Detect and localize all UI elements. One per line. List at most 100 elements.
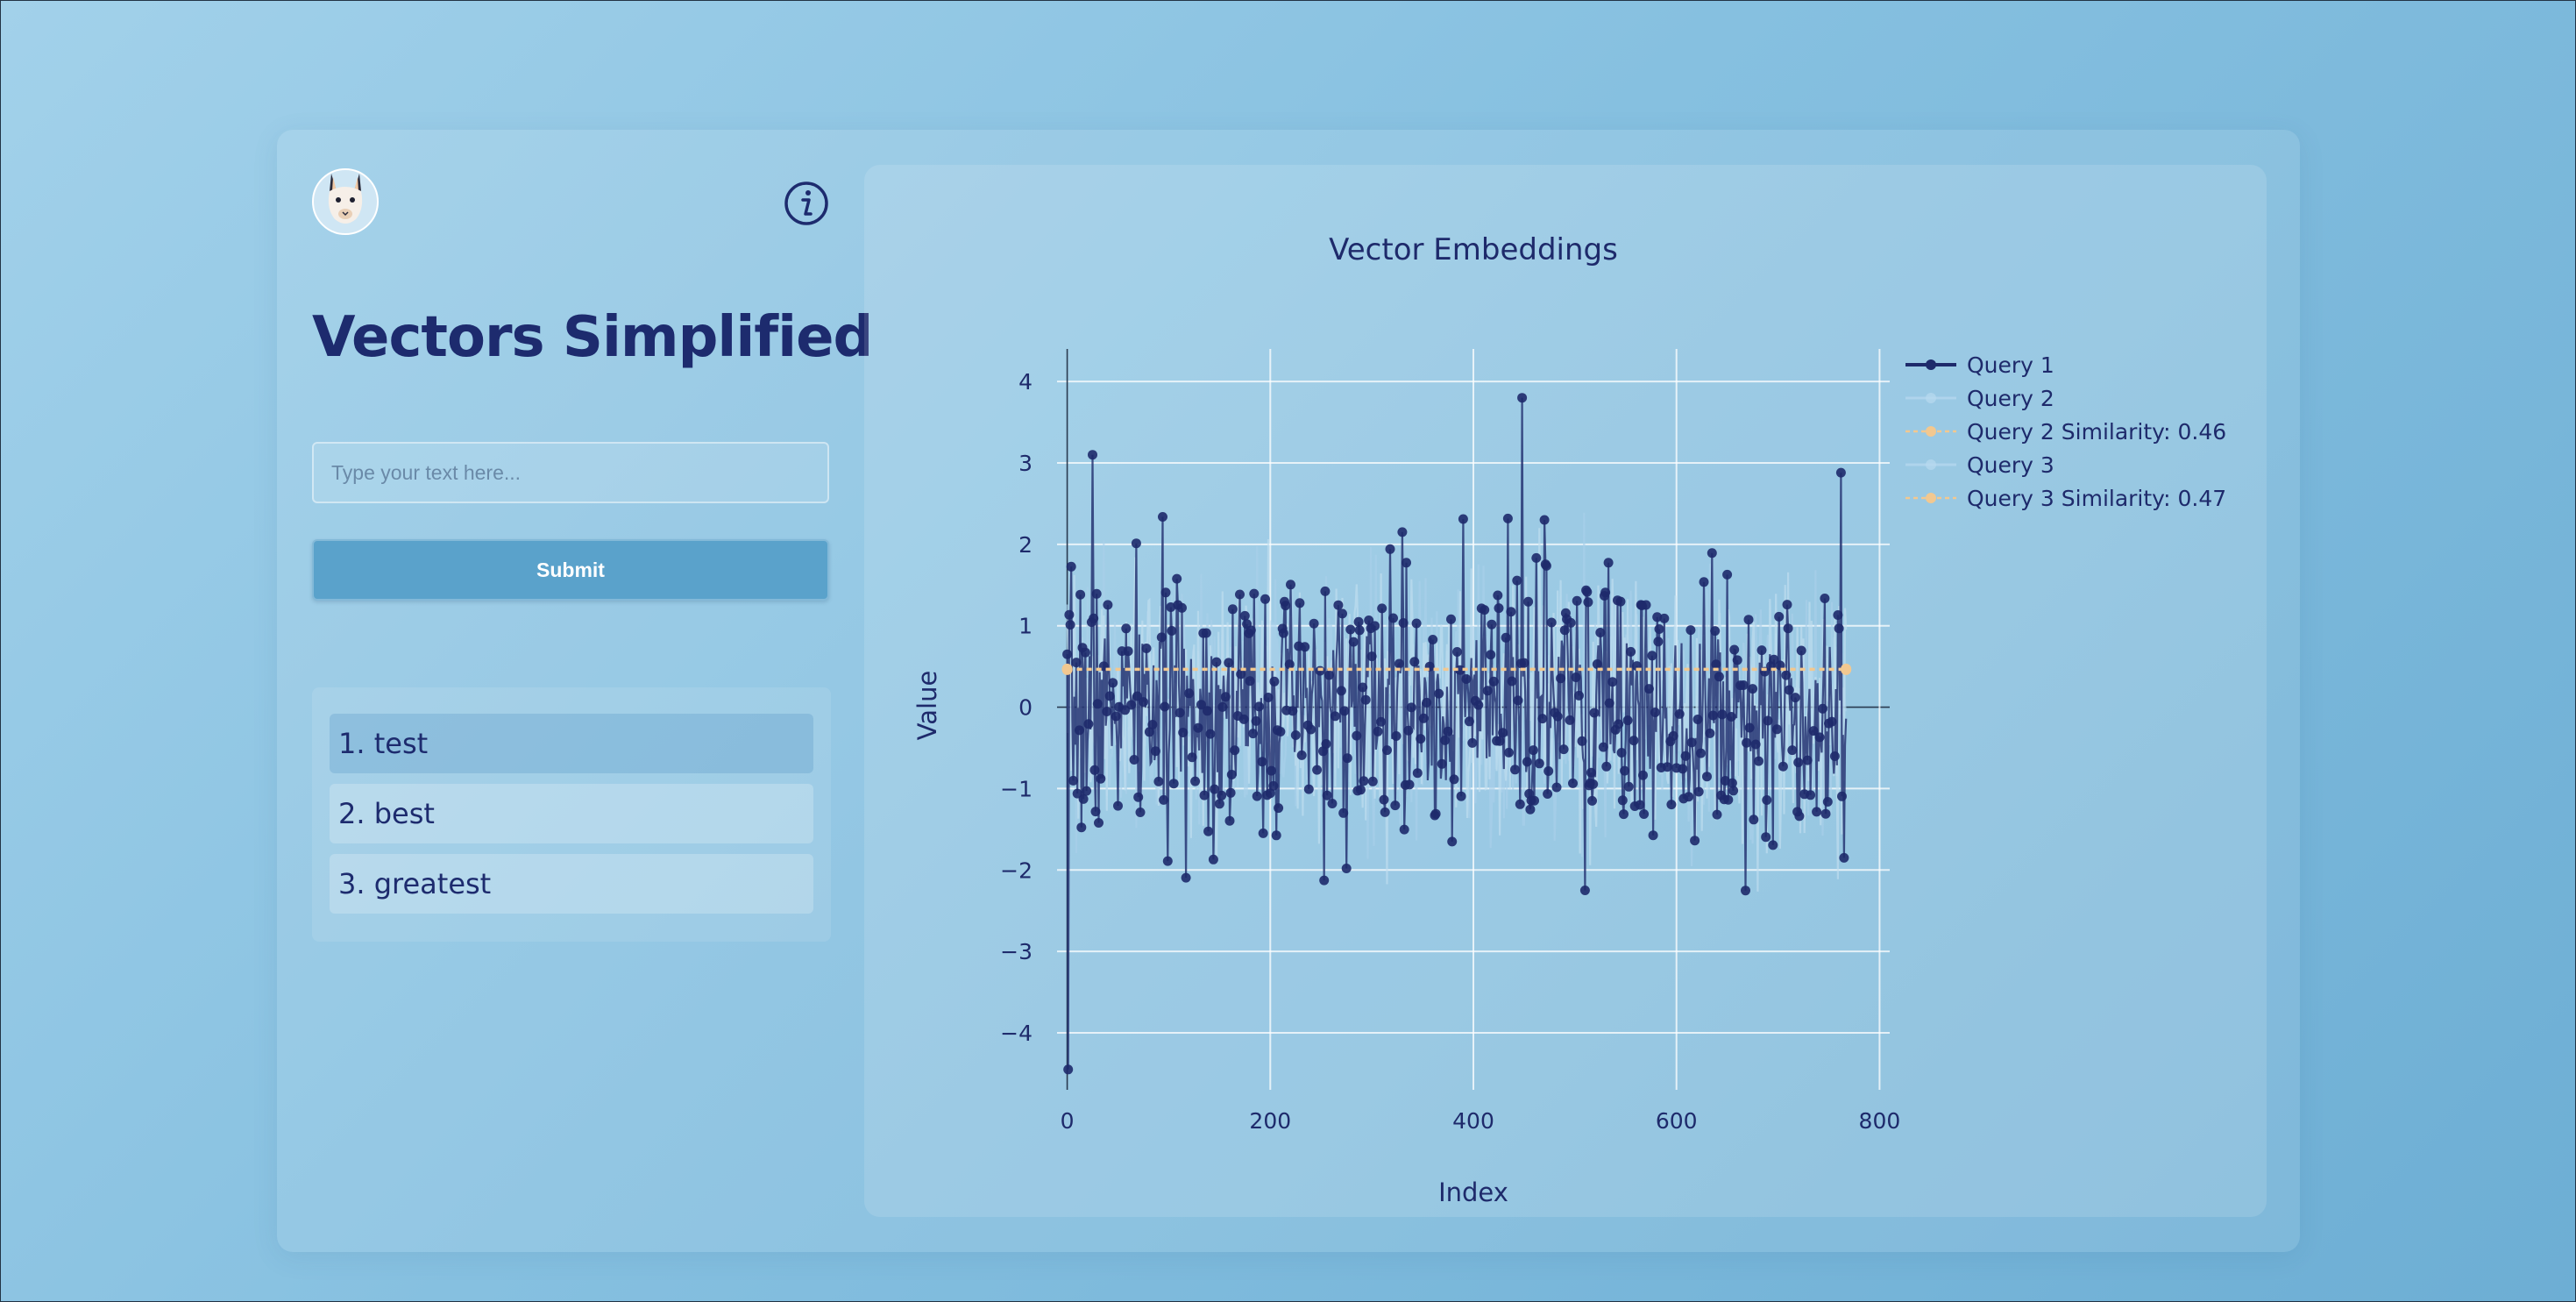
- query-1-point: [1678, 764, 1688, 774]
- query-1-point: [1333, 600, 1344, 610]
- query-1-point: [1488, 676, 1499, 687]
- query-1-point: [1616, 748, 1627, 758]
- query-1-point: [1370, 621, 1380, 631]
- query-1-point: [1775, 660, 1785, 671]
- query-1-point: [1822, 797, 1833, 807]
- legend-item[interactable]: Query 3: [1905, 452, 2054, 478]
- query-1-point: [1722, 569, 1733, 580]
- query-1-point: [1543, 766, 1554, 776]
- query-1-point: [1177, 602, 1187, 613]
- query-1-point: [1271, 830, 1281, 841]
- query-1-point: [1141, 644, 1152, 653]
- info-icon[interactable]: [784, 181, 829, 226]
- query-1-point: [1096, 773, 1106, 784]
- query-1-point: [1172, 573, 1182, 584]
- submit-button[interactable]: Submit: [312, 539, 829, 601]
- query-1-point: [1456, 791, 1466, 801]
- query-1-point: [1254, 701, 1264, 712]
- query-1-point: [1236, 669, 1246, 679]
- query-1-point: [1063, 1064, 1074, 1075]
- query-1-point: [1409, 657, 1420, 667]
- query-1-point: [1440, 735, 1451, 745]
- query-1-point: [1066, 561, 1076, 572]
- legend-item[interactable]: Query 1: [1905, 352, 2054, 378]
- query-1-point: [1626, 646, 1636, 657]
- query-1-point: [1288, 706, 1298, 716]
- query-1-point: [1455, 665, 1465, 675]
- query-1-point: [1434, 688, 1444, 699]
- query-1-point: [1728, 786, 1739, 796]
- query-1-point: [1762, 795, 1772, 805]
- query-1-point: [1796, 645, 1806, 656]
- query-1-point: [1397, 527, 1408, 537]
- query-1-point: [1224, 815, 1235, 826]
- query-1-point: [1227, 604, 1238, 615]
- query-1-point: [1748, 684, 1758, 694]
- query-1-point: [1638, 770, 1648, 780]
- legend-label: Query 3 Similarity: 0.47: [1967, 486, 2226, 511]
- query-1-point: [1583, 597, 1593, 608]
- query-1-point: [1726, 712, 1736, 722]
- query-1-point: [1829, 751, 1840, 761]
- query-1-point: [1662, 762, 1672, 772]
- query-1-point: [1160, 701, 1170, 712]
- legend-item[interactable]: Query 3 Similarity: 0.47: [1905, 486, 2226, 511]
- query-1-point: [1230, 745, 1240, 756]
- query-1-point: [1437, 758, 1447, 769]
- query-1-point: [1131, 538, 1141, 549]
- legend-label: Query 2: [1967, 386, 2054, 411]
- query-1-point: [1355, 785, 1366, 795]
- query-1-point: [1712, 809, 1722, 820]
- query-1-point: [1324, 670, 1334, 680]
- query-1-point: [1592, 659, 1602, 669]
- query-1-point: [1258, 828, 1268, 838]
- query-1-point: [1507, 676, 1517, 687]
- query-item-1[interactable]: 1. test: [330, 714, 813, 773]
- query-1-point: [1615, 596, 1626, 607]
- query-item-3[interactable]: 3. greatest: [330, 854, 813, 914]
- query-1-point: [1684, 792, 1694, 802]
- query-1-point: [1248, 729, 1259, 739]
- query-1-point: [1729, 644, 1740, 655]
- query-1-point: [1403, 725, 1414, 736]
- y-tick-label: −2: [1000, 857, 1033, 883]
- query-1-point: [1513, 695, 1523, 706]
- query-1-point: [1364, 615, 1374, 625]
- query-1-point: [1263, 693, 1274, 702]
- query-1-point: [1820, 594, 1830, 603]
- query-1-point: [1487, 619, 1497, 630]
- query-1-point: [1416, 734, 1426, 744]
- query-1-point: [1458, 514, 1468, 524]
- query-1-point: [1579, 886, 1590, 895]
- y-tick-label: 0: [1018, 695, 1033, 721]
- legend-item[interactable]: Query 2: [1905, 386, 2054, 411]
- query-1-point: [1494, 603, 1504, 614]
- query-1-point: [1094, 818, 1103, 828]
- query-1-point: [1269, 676, 1280, 687]
- query-item-2[interactable]: 2. best: [330, 784, 813, 843]
- query-1-point: [1309, 618, 1319, 629]
- query-1-point: [1252, 791, 1262, 801]
- query-1-point: [1260, 594, 1270, 604]
- query-1-point: [1290, 730, 1301, 740]
- query-1-point: [1190, 776, 1201, 786]
- query-1-point: [1794, 811, 1805, 822]
- legend-marker: [1926, 359, 1936, 370]
- query-1-point: [1643, 684, 1654, 694]
- query-1-point: [1306, 724, 1316, 735]
- query-1-point: [1702, 772, 1712, 782]
- query-1-point: [1217, 701, 1228, 712]
- query-1-point: [1353, 616, 1364, 627]
- legend-marker: [1926, 459, 1936, 470]
- legend-item[interactable]: Query 2 Similarity: 0.46: [1905, 419, 2226, 445]
- query-1-point: [1502, 513, 1513, 523]
- query-1-point: [1341, 864, 1352, 873]
- text-input[interactable]: [312, 442, 829, 503]
- query-1-point: [1388, 613, 1398, 623]
- query-1-point: [1422, 697, 1432, 708]
- x-tick-label: 200: [1249, 1108, 1291, 1134]
- query-1-point: [1126, 700, 1137, 710]
- query-1-point: [1835, 467, 1846, 478]
- query-1-point: [1742, 737, 1752, 748]
- x-tick-label: 0: [1061, 1108, 1075, 1134]
